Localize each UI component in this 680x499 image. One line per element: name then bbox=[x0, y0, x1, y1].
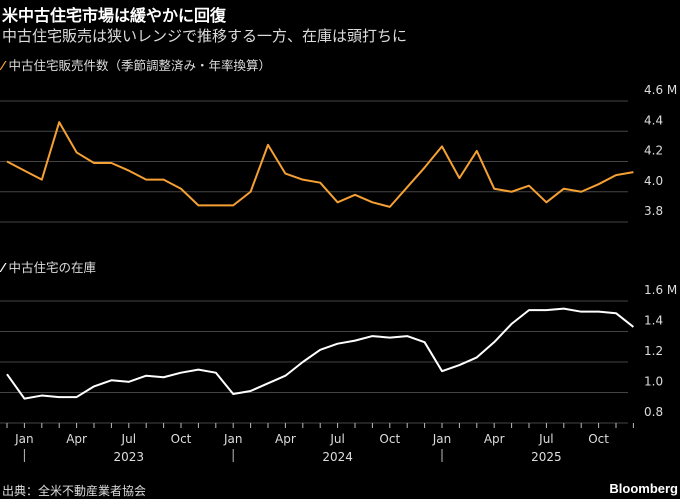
x-tick-label: Jan bbox=[14, 432, 34, 446]
series-line-sales bbox=[6, 121, 634, 208]
x-tick-label: Oct bbox=[379, 432, 400, 446]
year-label: 2025 bbox=[531, 450, 562, 464]
x-tick-label: Oct bbox=[171, 432, 192, 446]
legend-sales-label: 中古住宅販売件数（季節調整済み・年率換算） bbox=[8, 58, 271, 73]
y-tick-label: 4.2 bbox=[644, 144, 663, 158]
year-label: 2023 bbox=[114, 450, 145, 464]
x-tick-label: Jan bbox=[223, 432, 243, 446]
x-tick-label: Jan bbox=[432, 432, 452, 446]
legend-line-icon: ⁄ bbox=[2, 260, 9, 275]
legend-sales: ⁄ 中古住宅販売件数（季節調整済み・年率換算） bbox=[2, 55, 271, 74]
y-tick-label: 3.8 bbox=[644, 204, 663, 218]
legend-inventory: ⁄ 中古住宅の在庫 bbox=[2, 257, 96, 276]
x-tick-label: Jul bbox=[538, 432, 553, 446]
x-tick-label: Jul bbox=[329, 432, 344, 446]
y-tick-label: 4.4 bbox=[644, 113, 663, 127]
y-tick-label: 1.0 bbox=[644, 375, 663, 389]
y-tick-label: 1.2 bbox=[644, 344, 663, 358]
chart-title: 米中古住宅市場は緩やかに回復 bbox=[2, 6, 227, 25]
x-tick-label: Apr bbox=[484, 432, 505, 446]
x-tick-label: Apr bbox=[275, 432, 296, 446]
source-note: 出典：全米不動産業者協会 bbox=[2, 484, 147, 498]
legend-inventory-label: 中古住宅の在庫 bbox=[8, 260, 96, 275]
x-tick-label: Oct bbox=[588, 432, 609, 446]
series-line-inventory bbox=[6, 307, 635, 400]
year-label: 2024 bbox=[322, 450, 353, 464]
x-tick-label: Jul bbox=[121, 432, 136, 446]
y-tick-label: 4.6 M bbox=[644, 83, 677, 97]
bloomberg-logo: Bloomberg bbox=[609, 481, 678, 496]
y-tick-label: 1.4 bbox=[644, 314, 663, 328]
chart-subtitle: 中古住宅販売は狭いレンジで推移する一方、在庫は頭打ちに bbox=[2, 27, 408, 45]
y-tick-label: 1.6 M bbox=[644, 283, 677, 297]
y-tick-label: 0.8 bbox=[644, 405, 663, 419]
y-tick-label: 4.0 bbox=[644, 174, 663, 188]
x-tick-label: Apr bbox=[66, 432, 87, 446]
legend-line-icon: ⁄ bbox=[2, 58, 9, 73]
